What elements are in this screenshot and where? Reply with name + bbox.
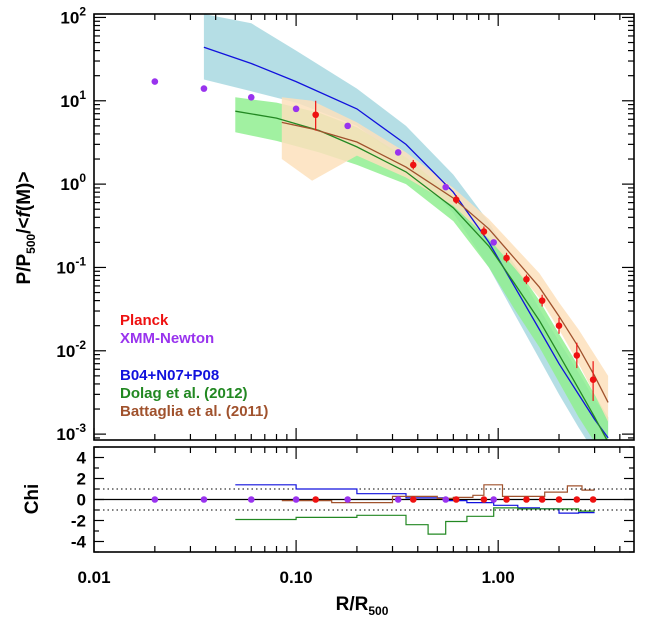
y-tick-label-exponent: -3: [75, 421, 86, 435]
planck-residual-point: [589, 496, 597, 503]
xmm-newton-point: [292, 105, 300, 113]
legend-planck: Planck: [120, 312, 169, 329]
planck-point: [573, 352, 581, 359]
y-tick-label-exponent: 2: [79, 4, 86, 18]
y-tick-label-base: 10: [60, 8, 79, 27]
xmm-newton-point: [200, 85, 208, 92]
dolag-et-al-2012-residual-step: [235, 507, 595, 535]
main-points-layer: [151, 78, 597, 401]
planck-residual-point: [503, 496, 510, 503]
y-tick-label-base: 10: [60, 175, 79, 194]
y-title-sub: 500: [24, 233, 38, 253]
planck-point: [523, 276, 530, 283]
residual-y-tick-label: 0: [77, 491, 86, 510]
x-axis-title: R/R500: [336, 594, 389, 618]
legend-xmm-newton: XMM-Newton: [120, 330, 214, 347]
b04-n07-p08-line: [203, 46, 609, 439]
axis-ticks: [93, 14, 634, 553]
planck-residual-point: [573, 496, 581, 503]
planck-point: [589, 376, 597, 383]
xmm-newton-point: [151, 78, 159, 85]
y-title-italic: f: [14, 209, 35, 217]
y-tick-label-exponent: -1: [75, 254, 86, 268]
residual-lines-layer: [94, 484, 634, 535]
xmm-newton-residual-point: [247, 496, 255, 503]
planck-point: [480, 228, 488, 235]
xmm-newton-residual-point: [292, 496, 300, 503]
residual-y-tick-label: 2: [77, 470, 86, 489]
xmm-newton-point: [394, 149, 402, 156]
residual-y-tick-label: -4: [71, 533, 87, 552]
y-tick-label: 100: [60, 171, 86, 194]
planck-point: [452, 196, 460, 204]
y-tick-label: 10-3: [56, 421, 86, 444]
main-plot-frame: [93, 13, 635, 441]
x-tick-label: 0.10: [280, 568, 313, 587]
planck-point: [538, 297, 546, 304]
planck-point: [312, 111, 319, 119]
y-title-rest: /<: [14, 217, 35, 233]
planck-residual-point: [538, 496, 546, 503]
xmm-newton-residual-point: [442, 496, 450, 503]
planck-point: [555, 322, 563, 329]
xmm-newton-residual-point: [200, 496, 208, 503]
residual-y-axis-title: Chi: [22, 484, 43, 515]
legend-dolag: Dolag et al. (2012): [120, 385, 248, 402]
y-tick-label-base: 10: [60, 92, 79, 111]
y-tick-label: 10-1: [56, 254, 86, 277]
xmm-newton-residual-point: [490, 496, 497, 503]
residual-points-layer: [151, 496, 597, 503]
y-tick-label: 101: [60, 88, 86, 111]
planck-point: [503, 254, 510, 262]
y-tick-label-base: 10: [56, 258, 75, 277]
main-lines-layer: [203, 46, 609, 440]
planck-residual-point: [523, 496, 530, 503]
xmm-newton-residual-point: [344, 496, 351, 503]
y-tick-label: 10-2: [56, 338, 86, 361]
y-title-base: P/P: [14, 254, 35, 285]
planck-residual-point: [555, 496, 563, 503]
x-title-base: R/R: [336, 594, 369, 615]
y-tick-label-base: 10: [56, 425, 75, 444]
xmm-newton-residual-point: [151, 496, 159, 503]
legend-battaglia: Battaglia et al. (2011): [120, 403, 268, 420]
main-y-axis-title: P/P500/<f(M)>: [14, 172, 38, 285]
legend: Planck XMM-Newton B04+N07+P08 Dolag et a…: [120, 312, 268, 420]
x-tick-label: 0.01: [77, 568, 110, 587]
xmm-newton-point: [344, 122, 351, 130]
planck-point: [409, 161, 417, 169]
xmm-newton-point: [490, 239, 497, 246]
dolag-et-al-2012-band: [235, 97, 609, 440]
x-tick-label: 1.00: [482, 568, 515, 587]
xmm-newton-residual-point: [394, 496, 402, 503]
y-tick-label-exponent: -2: [75, 338, 86, 352]
planck-residual-point: [312, 496, 319, 503]
y-tick-label-exponent: 1: [79, 88, 86, 102]
battaglia-et-al-2011-line: [281, 121, 609, 403]
planck-residual-point: [452, 496, 460, 503]
planck-residual-point: [409, 496, 417, 503]
y-tick-label-base: 10: [56, 342, 75, 361]
y-title-tail: (M)>: [14, 172, 35, 212]
y-tick-label: 102: [60, 4, 86, 27]
b04-n07-p08-residual-step: [235, 484, 595, 514]
xmm-newton-point: [247, 94, 255, 101]
y-tick-label-exponent: 0: [79, 171, 86, 185]
residual-y-tick-label: -2: [71, 512, 86, 531]
residual-y-tick-label: 4: [77, 449, 87, 468]
x-title-sub: 500: [368, 604, 388, 618]
xmm-newton-point: [442, 183, 450, 191]
legend-b04-n07-p08: B04+N07+P08: [120, 367, 219, 384]
planck-residual-point: [480, 496, 488, 503]
battaglia-et-al-2011-residual-step: [281, 484, 595, 504]
